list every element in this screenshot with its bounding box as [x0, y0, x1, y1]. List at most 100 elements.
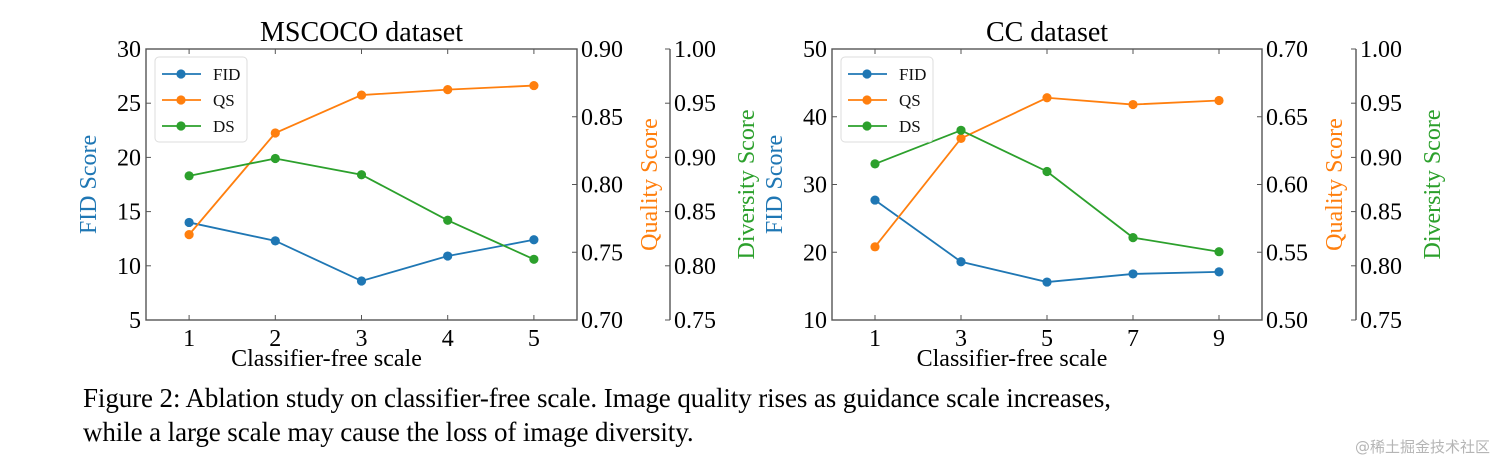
chart2-fid-point — [870, 195, 880, 205]
chart2-qs-point — [956, 133, 966, 144]
chart2-qs-point — [1042, 93, 1052, 103]
chart1-legend-label-qs: QS — [213, 91, 235, 110]
chart2-legend-marker-ds — [862, 121, 872, 131]
chart1-quality-tick-label: 0.85 — [581, 105, 623, 131]
chart2-diversity-tick-label: 0.75 — [1360, 308, 1402, 334]
chart2-fid-tick-label: 40 — [803, 105, 827, 131]
chart2-x-tick-label: 1 — [869, 326, 881, 352]
chart2-qs-point — [870, 242, 880, 252]
chart1-quality-tick-label: 0.70 — [581, 308, 623, 334]
chart2-fid-tick-label: 50 — [803, 37, 827, 63]
chart1-x-tick-label: 5 — [528, 326, 540, 352]
chart2-fid-tick-label: 10 — [803, 308, 827, 334]
chart2-quality-axis-label: Quality Score — [1322, 118, 1348, 251]
chart1-fid-tick-label: 15 — [117, 200, 141, 226]
chart2-ds-point — [1042, 166, 1052, 177]
chart1-quality-axis-label: Quality Score — [637, 118, 663, 251]
chart1-fid-point — [529, 235, 539, 245]
chart2-x-tick-label: 5 — [1041, 326, 1053, 352]
chart1-quality-tick-label: 0.80 — [581, 173, 623, 199]
chart2-ds-point — [956, 125, 966, 135]
chart1-x-tick-label: 3 — [356, 326, 368, 352]
chart1-qs-point — [443, 85, 453, 95]
chart2-legend-label-fid: FID — [899, 65, 926, 84]
chart1-diversity-axis-label: Diversity Score — [734, 110, 760, 260]
chart2-diversity-tick-label: 0.80 — [1360, 254, 1402, 280]
chart1-diversity-tick-label: 0.75 — [674, 308, 716, 334]
chart1-quality-tick-label: 0.75 — [581, 240, 623, 266]
chart2-qs-point — [1128, 99, 1138, 110]
chart1-fid-line — [188, 221, 535, 282]
chart1-qs-point — [529, 80, 539, 91]
chart1-ds-point — [529, 254, 539, 264]
chart1-legend-label-fid: FID — [213, 65, 240, 84]
figure-caption: Figure 2: Ablation study on classifier-f… — [83, 381, 1483, 449]
chart1-quality-tick-label: 0.90 — [581, 37, 623, 63]
chart2-quality-tick-label: 0.50 — [1266, 308, 1308, 334]
chart1-x-axis-label: Classifier-free scale — [231, 346, 422, 372]
chart2-fid-tick-label: 30 — [803, 173, 827, 199]
chart1-x-tick-label: 1 — [183, 326, 195, 352]
chart1-ds-point — [184, 171, 194, 181]
caption-line-1: Figure 2: Ablation study on classifier-f… — [83, 383, 1111, 413]
chart2-diversity-tick-label: 0.85 — [1360, 200, 1402, 226]
chart1-legend-marker-fid — [176, 69, 186, 79]
chart2-qs-point — [1214, 95, 1224, 106]
chart1-legend-marker-ds — [176, 121, 186, 131]
chart2-x-tick-label: 3 — [955, 326, 967, 352]
chart2-ds-point — [1128, 233, 1138, 243]
chart1-x-tick-label: 2 — [269, 326, 281, 352]
chart2-x-axis-label: Classifier-free scale — [917, 346, 1108, 372]
chart1-fid-tick-label: 25 — [117, 91, 141, 117]
chart1-fid-tick-label: 5 — [129, 308, 141, 334]
chart2-quality-tick-label: 0.55 — [1266, 240, 1308, 266]
chart1-fid-tick-label: 20 — [117, 145, 141, 171]
chart2-fid-point — [1214, 267, 1224, 277]
chart1-fid-point — [443, 251, 453, 261]
chart1-fid-tick-label: 30 — [117, 37, 141, 63]
chart2-fid-point — [1128, 269, 1138, 279]
chart1-ds-point — [356, 170, 367, 180]
chart1-fid-tick-label: 10 — [117, 254, 141, 280]
chart1-x-tick-label: 4 — [442, 326, 454, 352]
chart1-fid-axis-label: FID Score — [76, 135, 102, 234]
chart2-quality-tick-label: 0.65 — [1266, 105, 1308, 131]
chart2-quality-tick-label: 0.70 — [1266, 37, 1308, 63]
chart1-legend-marker-qs — [176, 95, 186, 105]
watermark: @稀土掘金技术社区 — [1354, 438, 1490, 456]
chart1-diversity-tick-label: 0.80 — [674, 254, 716, 280]
chart1-legend-label-ds: DS — [213, 117, 235, 136]
chart2-fid-tick-label: 20 — [803, 240, 827, 266]
chart1-diversity-tick-label: 0.90 — [674, 145, 716, 171]
chart2-diversity-tick-label: 0.95 — [1360, 91, 1402, 117]
chart2-x-tick-label: 9 — [1213, 326, 1225, 352]
chart2-x-tick-label: 7 — [1127, 326, 1139, 352]
chart2-fid-line — [874, 199, 1220, 283]
chart1-ds-point — [443, 215, 453, 225]
chart2-diversity-tick-label: 0.90 — [1360, 145, 1402, 171]
chart1-diversity-tick-label: 0.95 — [674, 91, 716, 117]
chart2-legend-marker-fid — [862, 69, 872, 79]
chart2-fid-point — [956, 257, 966, 267]
chart1-ds-point — [270, 153, 280, 164]
chart2-legend-label-ds: DS — [899, 117, 921, 136]
chart2-fid-point — [1042, 277, 1052, 287]
chart2-legend-marker-qs — [862, 95, 872, 105]
chart1-fid-point — [184, 217, 194, 228]
chart2-title: CC dataset — [986, 17, 1108, 48]
chart2-quality-tick-label: 0.60 — [1266, 173, 1308, 199]
chart2-diversity-axis-label: Diversity Score — [1420, 110, 1446, 260]
chart2-fid-axis-label: FID Score — [762, 135, 788, 234]
chart1-qs-point — [356, 90, 367, 100]
chart1-fid-point — [270, 236, 280, 246]
chart2-diversity-tick-label: 1.00 — [1360, 37, 1402, 63]
chart2-legend-label-qs: QS — [899, 91, 921, 110]
chart1-diversity-tick-label: 0.85 — [674, 200, 716, 226]
chart2-ds-line — [874, 129, 1220, 253]
chart2-ds-point — [1214, 247, 1224, 257]
chart1-qs-point — [270, 128, 280, 138]
caption-line-2: while a large scale may cause the loss o… — [83, 417, 694, 447]
chart1-qs-point — [184, 230, 194, 240]
chart1-fid-point — [356, 276, 367, 286]
chart1-diversity-tick-label: 1.00 — [674, 37, 716, 63]
